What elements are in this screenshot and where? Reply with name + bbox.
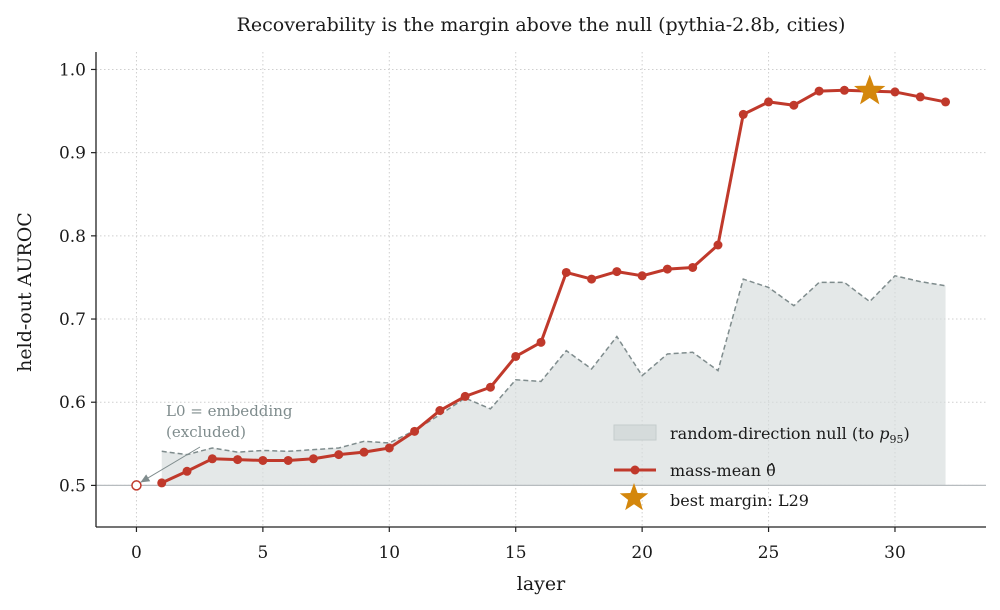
null-area-fill <box>161 275 946 486</box>
null-upper-line <box>161 274 946 456</box>
x-axis-label: layer <box>517 573 566 595</box>
y-tick-label: 0.9 <box>59 144 86 164</box>
legend-massmean-marker <box>630 465 640 475</box>
mass-mean-point <box>384 443 394 453</box>
legend-null-symbol: p <box>879 424 889 443</box>
x-tick-label: 30 <box>884 543 906 563</box>
legend-null-subscript: 95 <box>890 433 904 446</box>
x-tick-label: 15 <box>505 543 527 563</box>
mass-mean-point <box>839 85 849 95</box>
mass-mean-point <box>410 426 420 436</box>
legend-null-label: random-direction null (to p95) <box>670 424 910 446</box>
mass-mean-point <box>637 271 647 281</box>
legend-massmean-label: mass-mean θ̂ <box>670 461 776 480</box>
mass-mean-point <box>182 466 192 476</box>
y-ticks: 0.5 0.6 0.7 0.8 0.9 1.0 <box>59 60 96 496</box>
mass-mean-point <box>941 97 951 107</box>
legend-null-swatch <box>613 424 657 441</box>
x-tick-label: 5 <box>257 543 268 563</box>
mass-mean-point <box>460 391 470 401</box>
x-tick-label: 0 <box>131 543 142 563</box>
mass-mean-point <box>789 100 799 110</box>
mass-mean-point <box>233 455 243 465</box>
x-tick-label: 20 <box>631 543 653 563</box>
annotation-arrow <box>140 446 201 483</box>
mass-mean-point <box>435 406 445 416</box>
y-tick-label: 0.6 <box>59 393 86 413</box>
x-tick-label: 10 <box>378 543 400 563</box>
chart-title: Recoverability is the margin above the n… <box>237 14 846 36</box>
best-margin-star <box>854 74 886 105</box>
mass-mean-point <box>485 382 495 392</box>
legend-best-margin-label: best margin: L29 <box>670 491 809 510</box>
mass-mean-point <box>258 455 268 465</box>
mass-mean-point <box>713 240 723 250</box>
annotation-layer: L0 = embedding (excluded) <box>140 402 293 483</box>
legend-best-margin-star <box>619 483 649 511</box>
y-axis-label: held-out AUROC <box>14 212 36 372</box>
legend-null-close: ) <box>904 424 910 443</box>
mass-mean-layer <box>131 85 951 491</box>
mass-mean-point <box>536 337 546 347</box>
mass-mean-point <box>359 447 369 457</box>
legend: random-direction null (to p95) mass-mean… <box>613 424 910 511</box>
mass-mean-point <box>662 264 672 274</box>
mass-mean-point <box>334 450 344 460</box>
y-tick-label: 1.0 <box>59 60 86 80</box>
excluded-l0-point <box>131 480 142 491</box>
best-margin-layer <box>854 74 886 105</box>
axes <box>95 52 986 528</box>
x-ticks: 0 5 10 15 20 25 30 <box>131 527 906 563</box>
mass-mean-point <box>688 262 698 272</box>
y-tick-label: 0.8 <box>59 227 86 247</box>
x-tick-label: 25 <box>758 543 780 563</box>
y-tick-label: 0.7 <box>59 310 86 330</box>
mass-mean-point <box>612 267 622 277</box>
mass-mean-point <box>738 109 748 119</box>
mass-mean-point <box>890 87 900 97</box>
mass-mean-point <box>157 478 167 488</box>
mass-mean-point <box>283 455 293 465</box>
mass-mean-point <box>308 454 318 464</box>
annotation-line-2: (excluded) <box>166 423 246 441</box>
annotation-arrowhead <box>140 474 151 483</box>
legend-null-text: random-direction null (to <box>670 424 879 443</box>
mass-mean-point <box>915 92 925 102</box>
mass-mean-point <box>207 454 217 464</box>
mass-mean-point <box>764 97 774 107</box>
mass-mean-point <box>561 267 571 277</box>
mass-mean-point <box>814 86 824 96</box>
y-tick-label: 0.5 <box>59 476 86 496</box>
annotation-line-1: L0 = embedding <box>166 402 293 420</box>
null-area-layer <box>161 274 946 486</box>
mass-mean-point <box>587 274 597 284</box>
mass-mean-point <box>511 351 521 361</box>
